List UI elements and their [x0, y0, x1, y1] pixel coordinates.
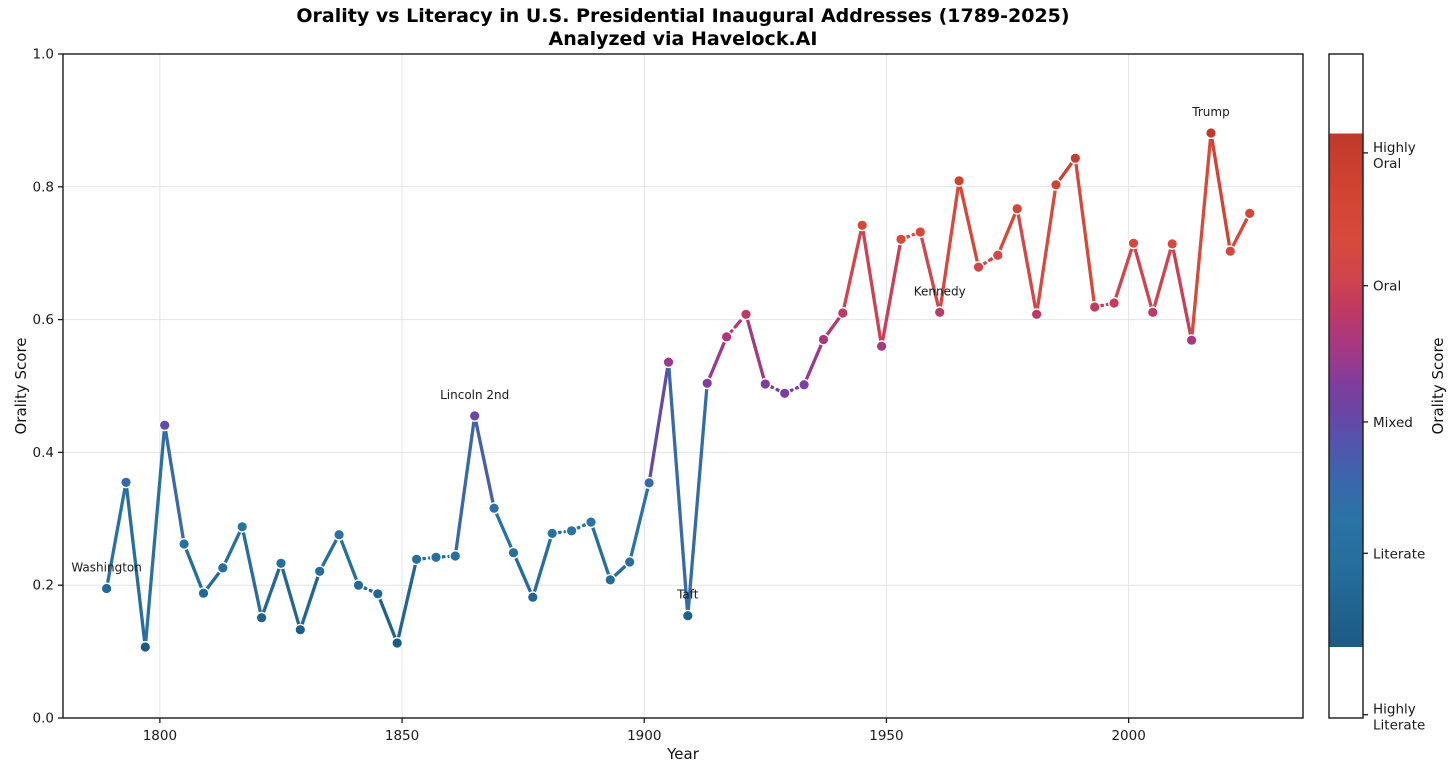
annotation-taft: Taft [676, 588, 699, 602]
data-point-1901 [643, 476, 656, 489]
data-point-1985 [1049, 178, 1062, 191]
data-point-2009 [1166, 237, 1179, 250]
svg-text:0.0: 0.0 [33, 711, 54, 727]
data-point-1937 [817, 333, 830, 346]
data-point-1941 [836, 307, 849, 320]
data-point-1873 [507, 546, 520, 559]
data-point-1997 [1108, 297, 1121, 310]
svg-text:Oral: Oral [1373, 156, 1401, 172]
data-point-1797 [139, 641, 152, 654]
data-point-1841 [352, 579, 365, 592]
svg-text:Literate: Literate [1373, 718, 1425, 734]
data-point-1973 [991, 249, 1004, 262]
data-point-1877 [526, 591, 539, 604]
data-point-1809 [197, 587, 210, 600]
data-point-1801 [158, 419, 171, 432]
svg-text:1900: 1900 [627, 728, 661, 744]
data-point-1821 [255, 611, 268, 624]
data-point-1981 [1030, 308, 1043, 321]
plot-frame [62, 53, 1304, 719]
x-axis-label: Year [667, 745, 699, 763]
data-point-2005 [1146, 306, 1159, 319]
annotation-trump: Trump [1191, 105, 1229, 119]
y-axis: 0.0 0.2 0.4 0.6 0.8 1.0 [33, 47, 63, 727]
svg-text:0.2: 0.2 [33, 578, 54, 594]
data-point-1945 [856, 219, 869, 232]
svg-text:1.0: 1.0 [33, 47, 54, 63]
svg-text:2000: 2000 [1111, 728, 1145, 744]
data-point-2017 [1204, 126, 1217, 139]
data-point-1881 [546, 527, 559, 540]
data-point-1933 [798, 378, 811, 391]
data-point-1793 [119, 476, 132, 489]
data-point-2025 [1243, 207, 1256, 220]
annotation-kennedy: Kennedy [914, 284, 966, 298]
data-point-1993 [1088, 301, 1101, 314]
data-point-1833 [313, 565, 326, 578]
annotation-lincoln-2nd: Lincoln 2nd [440, 388, 509, 402]
svg-text:0.8: 0.8 [33, 179, 54, 195]
svg-text:0.4: 0.4 [33, 445, 54, 461]
svg-text:Mixed: Mixed [1373, 415, 1413, 431]
chart-title-block: Orality vs Literacy in U.S. Presidential… [63, 5, 1303, 51]
chart-subtitle: Analyzed via Havelock.AI [548, 28, 818, 50]
y-axis-label: Orality Score [12, 337, 30, 435]
svg-text:Oral: Oral [1373, 279, 1401, 295]
data-point-1865 [468, 409, 481, 422]
data-point-1925 [759, 378, 772, 391]
data-point-1957 [914, 225, 927, 238]
data-point-1965 [953, 174, 966, 187]
colorbar: HighlyOralOralMixedLiterateHighlyLiterat… [1328, 53, 1425, 734]
data-point-2001 [1127, 237, 1140, 250]
data-point-1869 [488, 502, 501, 515]
annotations: Washington Lincoln 2nd Taft Kennedy Trump [71, 105, 1229, 602]
data-point-1921 [740, 308, 753, 321]
data-point-2013 [1185, 334, 1198, 347]
data-point-1909 [681, 609, 694, 622]
data-point-1969 [972, 261, 985, 274]
data-point-1837 [333, 528, 346, 541]
data-point-1889 [585, 516, 598, 529]
data-points [100, 126, 1256, 654]
data-point-1853 [410, 553, 423, 566]
svg-text:Highly: Highly [1373, 702, 1416, 718]
data-point-1861 [449, 550, 462, 563]
svg-text:0.6: 0.6 [33, 312, 54, 328]
data-point-1789 [100, 582, 113, 595]
svg-text:1950: 1950 [869, 728, 903, 744]
data-point-1989 [1069, 152, 1082, 165]
data-point-1825 [275, 557, 288, 570]
data-point-1949 [875, 340, 888, 353]
colorbar-label: Orality Score [1429, 337, 1447, 435]
data-point-1905 [662, 356, 675, 369]
x-axis: 1800 1850 1900 1950 2000 [143, 718, 1146, 744]
chart-title: Orality vs Literacy in U.S. Presidential… [296, 5, 1070, 27]
svg-text:1800: 1800 [143, 728, 177, 744]
data-point-1913 [701, 377, 714, 390]
svg-text:Literate: Literate [1373, 546, 1425, 562]
data-point-1829 [294, 623, 307, 636]
data-point-2021 [1224, 245, 1237, 258]
data-point-1849 [391, 637, 404, 650]
data-point-1893 [604, 573, 617, 586]
data-point-1897 [623, 556, 636, 569]
svg-text:Highly: Highly [1373, 140, 1416, 156]
data-line [104, 131, 1252, 649]
data-point-1805 [178, 538, 191, 551]
data-point-1961 [933, 306, 946, 319]
svg-text:1850: 1850 [385, 728, 419, 744]
data-point-1917 [720, 330, 733, 343]
data-point-1845 [371, 587, 384, 600]
data-point-1885 [565, 524, 578, 537]
data-point-1857 [430, 551, 443, 564]
data-point-1813 [216, 561, 229, 574]
data-point-1953 [895, 233, 908, 246]
data-point-1977 [1011, 202, 1024, 215]
data-point-1817 [236, 520, 249, 533]
annotation-washington: Washington [71, 561, 142, 575]
data-point-1929 [778, 387, 791, 400]
